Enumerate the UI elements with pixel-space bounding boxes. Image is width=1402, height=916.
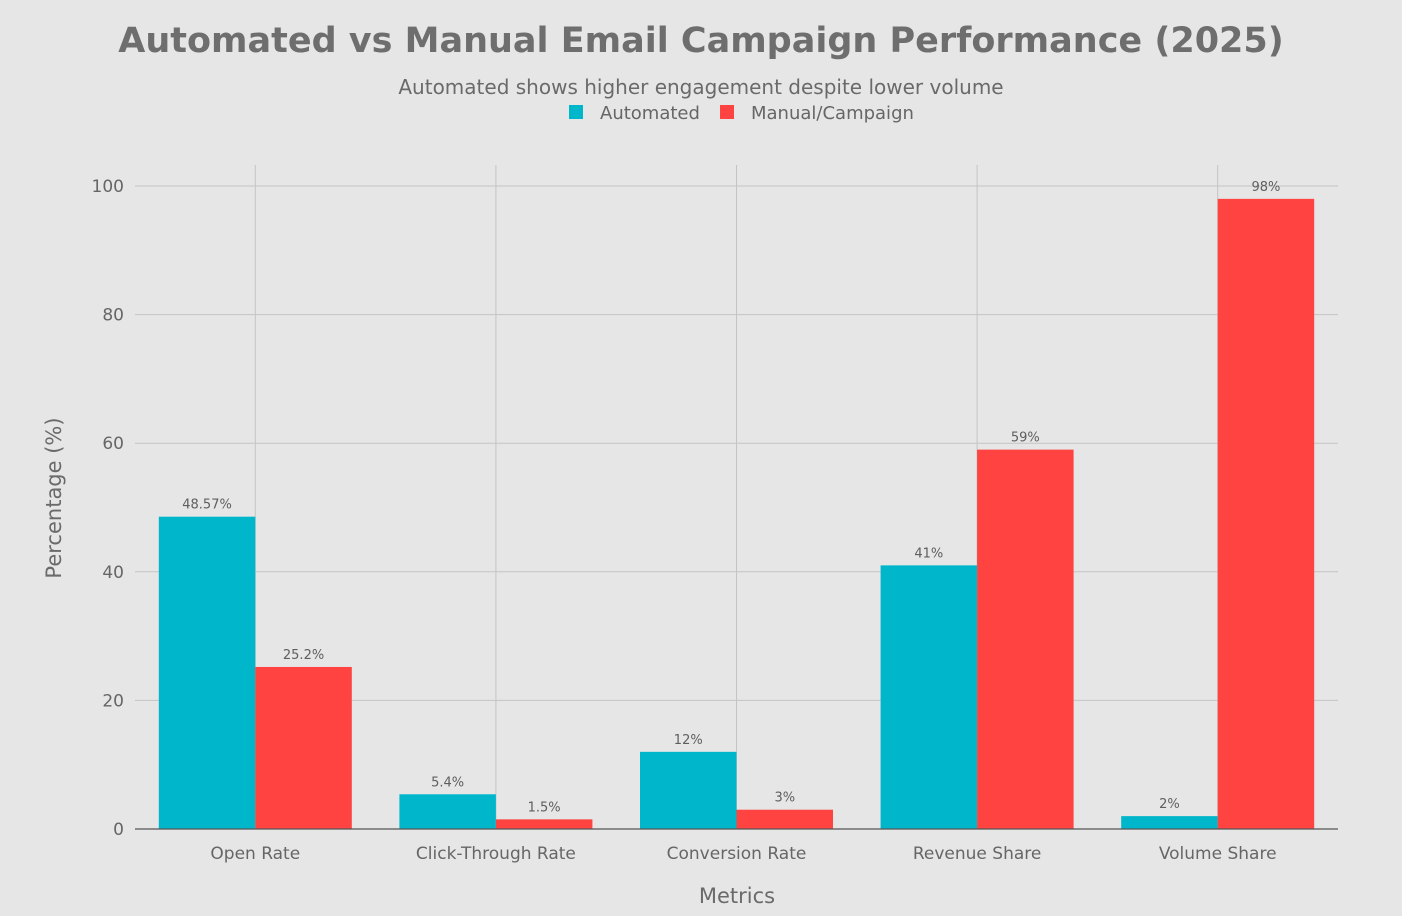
axis-ticks: 0 20 40 60 80 100 Open Rate Click-Through Rate C… xyxy=(92,177,1338,864)
x-axis-title: Metrics xyxy=(699,884,775,908)
chart-subtitle: Automated shows higher engagement despit… xyxy=(398,75,1003,99)
x-tick-label: Click-Through Rate xyxy=(416,844,576,864)
data-label: 12% xyxy=(674,733,703,748)
data-label: 1.5% xyxy=(528,800,561,815)
data-label: 2% xyxy=(1159,797,1180,812)
bar-manual xyxy=(977,449,1074,829)
data-label: 3% xyxy=(774,791,795,806)
chart-title: Automated vs Manual Email Campaign Perfo… xyxy=(118,21,1284,61)
y-tick-label: 80 xyxy=(102,306,124,326)
data-label: 98% xyxy=(1251,180,1280,195)
data-label: 25.2% xyxy=(283,648,324,663)
legend-label: Automated xyxy=(600,103,700,124)
bar-manual xyxy=(495,819,593,829)
y-tick-label: 0 xyxy=(113,820,124,840)
y-axis-title: Percentage (%) xyxy=(42,417,66,578)
x-tick-label: Revenue Share xyxy=(913,844,1042,864)
bar-automated xyxy=(399,794,496,829)
data-label: 5.4% xyxy=(431,775,464,790)
y-tick-label: 20 xyxy=(102,691,124,711)
data-label: 48.57% xyxy=(182,498,232,513)
data-labels: 48.57% 5.4% 12% 41% 2% 25.2% 1.5% 3% 59% 98% xyxy=(182,180,1280,815)
legend: Automated Manual/Campaign xyxy=(569,103,914,124)
legend-swatch xyxy=(569,105,583,119)
legend-swatch xyxy=(720,105,734,119)
x-tick-label: Open Rate xyxy=(210,844,300,864)
data-label: 59% xyxy=(1011,431,1040,446)
y-tick-label: 40 xyxy=(102,563,124,583)
x-tick-label: Volume Share xyxy=(1159,844,1277,864)
data-label: 41% xyxy=(914,546,943,561)
bar-automated xyxy=(1121,816,1218,829)
bar-automated xyxy=(158,516,256,829)
x-tick-label: Conversion Rate xyxy=(667,844,807,864)
bar-automated xyxy=(640,751,737,829)
bar-manual xyxy=(736,809,833,829)
bar-manual xyxy=(1217,198,1315,830)
y-tick-label: 100 xyxy=(92,177,124,197)
bar-automated xyxy=(880,565,978,829)
bars xyxy=(158,198,1315,830)
legend-label: Manual/Campaign xyxy=(751,103,914,124)
bar-manual xyxy=(255,666,352,829)
y-tick-label: 60 xyxy=(102,434,124,454)
